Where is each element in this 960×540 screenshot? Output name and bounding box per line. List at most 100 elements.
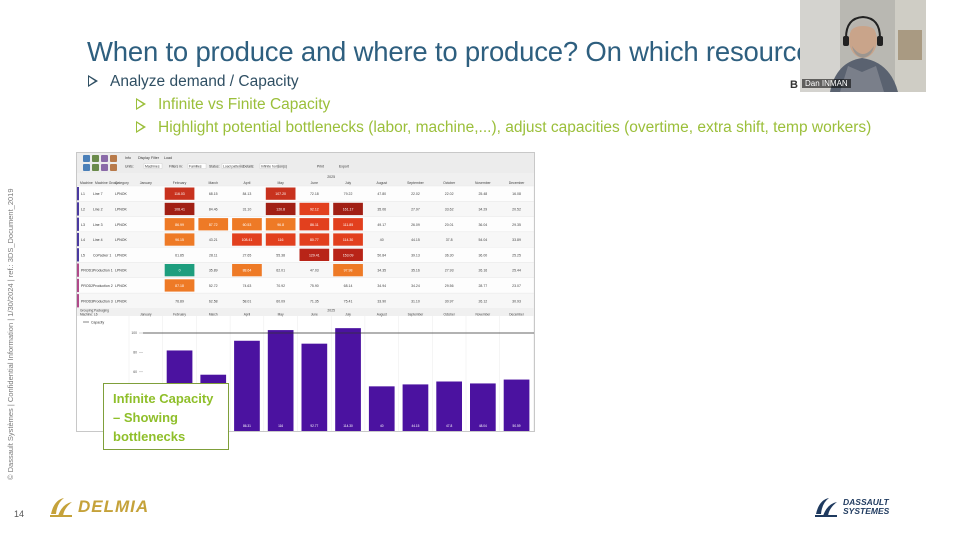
load-cell-value: 25.48 [478,192,487,196]
load-bar-august [368,386,395,431]
row-marker [77,248,79,262]
y-tick-label: 60 [133,370,137,374]
load-cell-highlight [333,202,363,216]
bar-value-label: 47.8 [446,424,452,428]
row-machine: L4 [81,238,85,242]
load-cell-value: 34.35 [377,269,386,273]
load-cell-value: 129.41 [309,253,320,257]
column-header: Machine [80,181,93,185]
load-cell-value: 30.97 [445,299,454,303]
row-group: CoPacker 1 [93,253,111,257]
load-cell-value: 20.52 [512,207,521,211]
bar-value-label: 40 [380,424,384,428]
chart-month-label: June [311,313,318,317]
ds-logo-icon [50,498,72,517]
bullet-text: Highlight potential bottlenecks (labor, … [158,119,872,136]
y-tick-label: 100 [131,331,137,335]
load-cell-highlight [299,218,330,231]
triangle-bullet-icon [136,98,146,110]
load-cell-value: 29.56 [445,284,454,288]
load-cell-value: 27.65 [243,253,252,257]
load-cell-value: 29.35 [512,223,521,227]
month-header-may: May [277,181,284,185]
dassault-systemes-logo: DASSAULT SYSTEMES [813,493,889,521]
tab-info: Info [125,156,131,160]
year-label: 2025 [327,175,335,179]
load-cell-value: 0 [179,269,181,273]
load-cell-value: 62.01 [276,269,285,273]
tab-display: Display [138,156,150,160]
load-bar-may [267,330,294,431]
triangle-bullet-icon [136,121,146,133]
toolbar-icon [101,164,108,171]
load-bar-december [503,379,530,431]
filter-select [187,163,207,169]
row-machine: PROD2 [81,284,93,288]
load-cell-value: 26.16 [478,269,487,273]
ds-logo-line1: DASSAULT [843,497,889,507]
load-bar-june [301,343,328,431]
load-cell-value: 79.22 [344,192,353,196]
load-cell-value: 35.89 [209,269,218,273]
load-cell-value: 34.24 [411,284,420,288]
load-cell-highlight [333,248,363,261]
load-cell-highlight [333,218,363,231]
load-cell-value: 75.90 [310,284,319,288]
filter-label: Load patterns [223,165,244,169]
load-cell-highlight [333,264,363,277]
chart-grouping-label: Packaging [94,309,109,313]
row-marker [77,217,79,231]
video-participant-tile[interactable] [800,0,926,92]
load-cell-value: 86.11 [310,223,319,227]
load-cell-value: 60.53 [243,223,252,227]
load-cell-value: 75.41 [344,299,353,303]
chart-month-label: November [475,313,491,317]
row-machine: PROD1 [81,269,93,273]
load-cell-value: 28.11 [209,253,218,257]
load-cell-value: 61.85 [175,253,184,257]
load-bar-july [335,328,361,431]
load-cell-value: 116.03 [174,192,184,196]
bar-value-label: 50.59 [513,424,521,428]
legend-capacity: Capacity [91,320,104,324]
load-cell-highlight [232,264,262,277]
chart-month-label: December [509,313,525,317]
filter-select [259,163,279,169]
chart-header [77,308,534,316]
delmia-logo-text: DELMIA [78,497,150,516]
chart-month-label: January [140,313,152,317]
filter-label: Machines [145,165,160,169]
toolbar-icon [83,164,90,171]
bar-value-label: 116 [278,424,283,428]
load-cell-value: 70.92 [276,284,285,288]
load-cell-value: 55.38 [276,253,285,257]
load-bar-october [436,381,462,431]
filter-label: Export [339,165,349,169]
month-header-october: October [443,181,456,185]
load-cell-value: 20.01 [445,223,454,227]
row-group: Line 2 [93,207,103,211]
load-cell-highlight [198,218,229,231]
load-cell-value: 60.09 [276,299,285,303]
load-cell-value: 72.18 [310,192,319,196]
load-cell-value: 54.04 [478,238,487,242]
bullet-text: Analyze demand / Capacity [110,73,299,90]
month-header-january: January [140,181,152,185]
load-cell-value: 27.93 [445,269,454,273]
load-cell-value: 84.46 [209,207,218,211]
table-row [77,262,534,278]
row-marker [77,294,79,308]
row-marker [77,232,79,247]
column-header: Machine Group [95,181,118,185]
bar-value-label: 92.77 [310,424,318,428]
toolbar-icon [92,155,99,162]
ds-logo-icon [815,498,837,517]
load-cell-value: 87.72 [209,223,218,227]
load-cell-value: 52.72 [209,284,218,288]
load-cell-value: 58.01 [243,299,252,303]
row-machine: L2 [81,207,85,211]
load-cell-value: 26.12 [478,299,487,303]
load-cell-value: 120.8 [276,207,285,211]
load-cell-value: 108.41 [242,238,253,242]
load-cell-value: 44.15 [411,238,420,242]
